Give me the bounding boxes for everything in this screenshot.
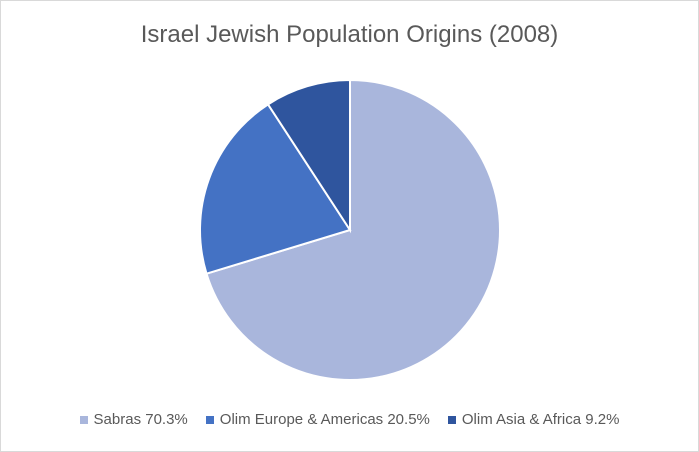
chart-title: Israel Jewish Population Origins (2008): [140, 21, 559, 48]
legend-swatch-europe-americas: [205, 415, 214, 424]
legend-item-sabras: Sabras 70.3%: [79, 411, 188, 428]
legend-label-europe-americas: Olim Europe & Americas 20.5%: [219, 411, 430, 428]
legend-item-asia-africa: Olim Asia & Africa 9.2%: [447, 411, 620, 428]
legend-swatch-asia-africa: [447, 415, 456, 424]
pie-slice-europe-americas: [199, 102, 352, 275]
legend-swatch-sabras: [79, 415, 88, 424]
legend-item-europe-americas: Olim Europe & Americas 20.5%: [205, 411, 430, 428]
legend-label-asia-africa: Olim Asia & Africa 9.2%: [461, 411, 620, 428]
pie-slice-sabras: [205, 78, 501, 381]
pie-slice-asia-africa: [266, 78, 351, 234]
legend-label-sabras: Sabras 70.3%: [93, 411, 188, 428]
chart-legend: Sabras 70.3% Olim Europe & Americas 20.5…: [1, 411, 698, 428]
